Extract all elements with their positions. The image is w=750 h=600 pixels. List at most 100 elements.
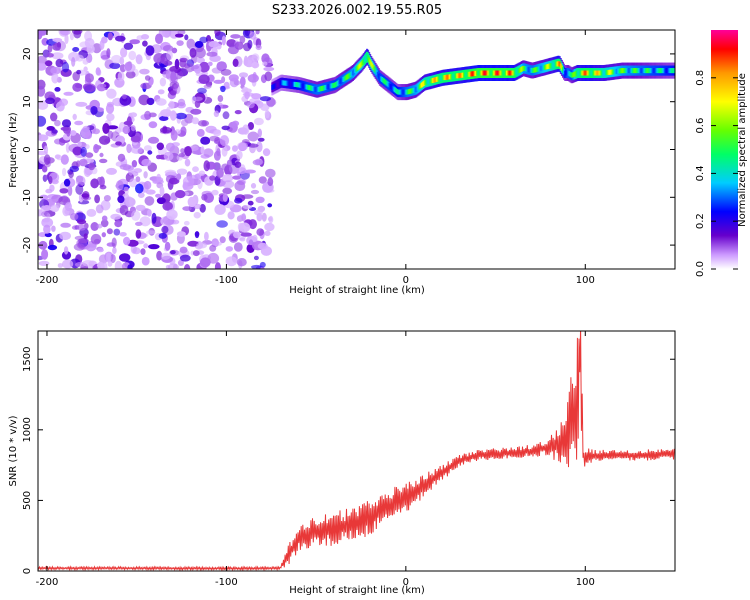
ridge-core (450, 74, 452, 80)
noise-blob (222, 174, 234, 183)
ridge-core (624, 68, 627, 74)
noise-blob (176, 168, 188, 175)
noise-blob (186, 38, 196, 50)
spectrogram-y-axis: -20 -10 0 10 20 (22, 48, 675, 253)
noise-blob (147, 209, 152, 217)
noise-blob (190, 108, 202, 115)
noise-blob (148, 244, 160, 250)
noise-blob (69, 165, 80, 173)
noise-blob (106, 228, 113, 235)
ridge-core (549, 63, 551, 69)
ridge-core (486, 70, 489, 76)
ridge-core (544, 64, 547, 70)
chart-title: S233.2026.002.19.55.R05 (272, 3, 442, 18)
ridge-core (542, 65, 545, 71)
noise-blob (163, 60, 173, 66)
noise-blob (90, 106, 98, 115)
ridge-core (565, 70, 568, 76)
noise-blob (84, 144, 90, 150)
ridge-core (328, 84, 331, 89)
noise-blob (236, 150, 243, 160)
noise-blob (95, 67, 101, 76)
ridge-core (388, 83, 391, 88)
noise-blob (55, 58, 64, 68)
ridge-core (333, 82, 336, 88)
noise-blob (165, 142, 175, 152)
noise-blob (72, 146, 83, 156)
noise-blob (247, 74, 259, 83)
ridge-core (490, 70, 493, 76)
noise-blob (220, 85, 226, 93)
noise-blob (54, 119, 61, 127)
noise-blob (41, 211, 50, 218)
ridge-core (444, 74, 447, 80)
noise-blob (49, 184, 55, 192)
noise-blob (101, 232, 107, 238)
noise-blob (38, 260, 50, 266)
noise-blob (250, 183, 257, 189)
noise-blob (69, 130, 77, 136)
ridge-core (316, 87, 319, 93)
noise-blob (65, 142, 70, 153)
ridge-core (362, 58, 365, 64)
noise-blob (251, 264, 262, 269)
noise-blob (159, 77, 167, 87)
ridge-core (553, 62, 556, 68)
noise-blob (247, 200, 254, 206)
ridge-core (476, 70, 479, 76)
noise-blob (192, 250, 200, 257)
noise-blob (264, 230, 271, 236)
ridge-core (620, 68, 623, 74)
ridge-core (623, 68, 626, 74)
noise-blob (237, 141, 249, 151)
noise-blob (125, 70, 136, 79)
noise-blob (222, 111, 230, 120)
noise-blob (39, 194, 49, 201)
noise-blob (136, 35, 144, 41)
noise-blob (246, 101, 255, 109)
noise-blob (211, 189, 219, 196)
noise-blob (227, 211, 235, 220)
noise-blob (38, 55, 47, 64)
noise-blob (54, 87, 61, 92)
noise-blob (59, 231, 71, 241)
noise-blob (105, 252, 112, 263)
noise-blob (99, 158, 108, 164)
noise-blob (265, 168, 276, 178)
ridge-core (664, 68, 667, 74)
noise-blob (259, 261, 266, 268)
ridge-core (601, 70, 604, 76)
noise-blob (99, 135, 111, 145)
ridge-core (376, 71, 379, 77)
noise-blob (176, 173, 182, 180)
colorbar: 0.0 0.2 0.4 0.6 0.8 Normalized spectral ampl… (695, 30, 748, 277)
ridge-core (275, 82, 278, 88)
noise-blob (221, 163, 230, 171)
noise-blob (79, 41, 91, 48)
ridge-core (322, 85, 325, 91)
snr-y-axis: 0 500 1000 1500 (22, 347, 675, 574)
snr-x-label: Height of straight line (km) (289, 585, 425, 596)
ridge-core (408, 89, 410, 95)
noise-blob (129, 39, 140, 45)
noise-blob (156, 197, 166, 205)
noise-blob (76, 69, 82, 75)
noise-blob (135, 229, 142, 239)
noise-blob (251, 61, 260, 69)
noise-blob (143, 243, 149, 249)
noise-blob (52, 43, 61, 51)
x-tick-label: -100 (215, 275, 238, 286)
noise-blob (72, 82, 83, 92)
ridge-core (399, 89, 402, 95)
noise-blob (184, 158, 191, 167)
ridge-core (453, 73, 456, 79)
noise-blob (115, 141, 122, 146)
noise-blob (232, 145, 238, 152)
ridge-core (629, 68, 632, 74)
ridge-core (356, 65, 359, 71)
ridge-core (577, 70, 579, 76)
noise-blob (51, 73, 59, 84)
ridge-core (579, 70, 582, 76)
noise-blob (268, 215, 274, 224)
ridge-core (603, 70, 606, 76)
